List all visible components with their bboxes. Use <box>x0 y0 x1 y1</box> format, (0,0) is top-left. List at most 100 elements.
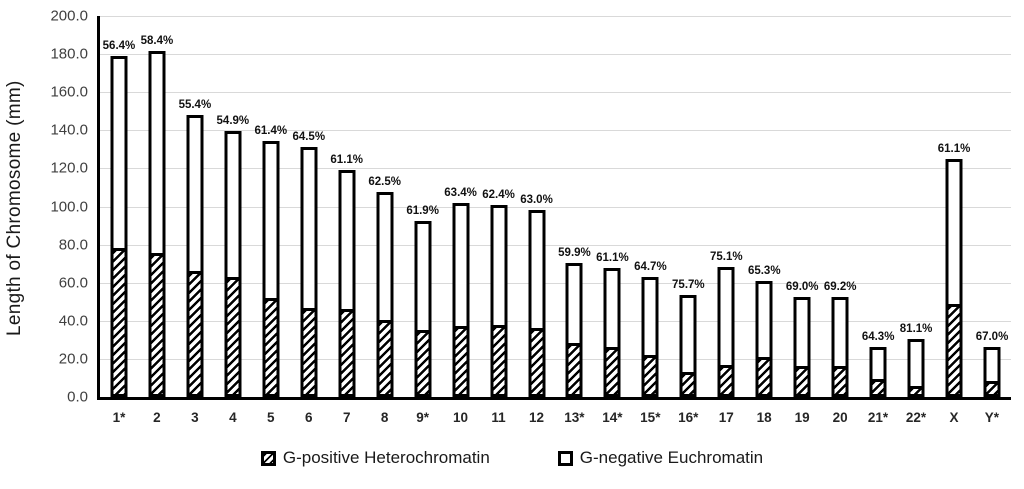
stacked-bar <box>452 202 470 397</box>
x-tick-label: 5 <box>267 410 275 425</box>
bar-segment-heterochromatin <box>493 324 505 394</box>
bar-segment-heterochromatin <box>872 379 884 394</box>
gridline <box>100 130 1011 132</box>
bar-segment-heterochromatin <box>531 327 542 394</box>
bar-slot: 62.5% <box>366 16 404 397</box>
bar-slot: 61.4% <box>252 16 290 397</box>
stacked-bar <box>755 281 773 397</box>
bar-slot: 64.7% <box>631 16 669 397</box>
x-tick-label: 22* <box>905 410 927 425</box>
bar-percent-label: 55.4% <box>178 99 212 112</box>
bar-slot: 61.1% <box>328 16 366 397</box>
stacked-bar <box>262 140 280 397</box>
gridline <box>100 206 1011 208</box>
bar-slot: 63.0% <box>518 16 556 397</box>
bar-percent-label: 63.0% <box>520 194 553 207</box>
bar-segment-heterochromatin <box>568 343 580 394</box>
stacked-bar <box>603 268 621 397</box>
x-tick-label: 11 <box>491 410 506 425</box>
bar-segment-heterochromatin <box>379 320 391 394</box>
stacked-bar <box>641 277 659 397</box>
bar-percent-label: 62.5% <box>368 176 401 189</box>
x-tick-label: 1* <box>112 410 126 425</box>
y-tick-label: 140.0 <box>50 121 88 139</box>
stacked-bar <box>869 347 887 397</box>
gridline <box>100 282 1011 284</box>
y-tick-label: 200.0 <box>50 7 88 25</box>
bar-percent-label: 61.9% <box>406 204 439 217</box>
bar-slot: 64.3% <box>859 16 897 397</box>
bar-percent-label: 54.9% <box>216 115 250 128</box>
y-tick-label: 20.0 <box>58 350 88 368</box>
y-tick-label: 80.0 <box>58 236 88 254</box>
x-tick-label: 16* <box>678 410 699 425</box>
stacked-bar <box>338 170 356 397</box>
bar-segment-heterochromatin <box>682 372 694 394</box>
bar-slot: 69.2% <box>821 16 859 397</box>
stacked-bar <box>300 147 318 397</box>
stacked-bar <box>983 347 1001 397</box>
y-tick-label: 180.0 <box>50 45 88 63</box>
white-square-icon <box>557 450 573 466</box>
bar-segment-heterochromatin <box>910 385 922 394</box>
bar-segment-heterochromatin <box>265 298 277 394</box>
bar-segment-heterochromatin <box>113 248 125 394</box>
bar-percent-label: 56.4% <box>102 40 136 53</box>
y-tick-label: 120.0 <box>50 159 88 177</box>
bar-segment-heterochromatin <box>986 380 998 394</box>
bar-percent-label: 69.0% <box>785 281 819 293</box>
stacked-bar <box>831 297 849 397</box>
y-axis-tick-labels: 0.0 20.0 40.0 60.0 80.0 100.0 120.0 140.0 160.0 1… <box>30 8 92 406</box>
bar-segment-heterochromatin <box>948 304 960 394</box>
bar-segment-heterochromatin <box>303 308 315 394</box>
bar-percent-label: 75.7% <box>672 279 705 292</box>
bar-segment-heterochromatin <box>151 253 163 394</box>
gridline <box>100 168 1011 170</box>
legend-item-euchromatin: G-negative Euchromatin <box>557 448 764 468</box>
bar-slot: 75.7% <box>669 16 707 397</box>
x-tick-label: 2 <box>153 410 161 425</box>
gridline <box>100 320 1011 322</box>
legend: G-positive Heterochromatin G-negative Eu… <box>0 448 1024 468</box>
bar-segment-heterochromatin <box>227 277 239 394</box>
x-tick-label: 17 <box>718 410 734 425</box>
bar-slot: 58.4% <box>138 16 176 397</box>
y-axis-title: Length of Chromosome (mm) <box>4 80 25 336</box>
bar-slot: 61.1% <box>935 16 973 397</box>
bar-percent-label: 61.1% <box>937 142 971 155</box>
bar-percent-label: 63.4% <box>444 186 477 199</box>
bar-percent-label: 67.0% <box>975 331 1009 344</box>
bar-segment-heterochromatin <box>341 308 353 394</box>
stacked-bar <box>224 131 242 397</box>
bar-percent-label: 65.3% <box>747 265 781 278</box>
plot-area: 56.4% 58.4% 55.4% 54.9% 61.4% 64.5% 61.1% 62.5%… <box>97 16 1011 400</box>
bar-slot: 59.9% <box>556 16 594 397</box>
bar-percent-label: 59.9% <box>558 246 591 259</box>
y-tick-label: 100.0 <box>50 198 88 215</box>
bar-slot: 61.1% <box>593 16 631 397</box>
bar-percent-label: 62.4% <box>482 188 515 201</box>
legend-label-euchromatin: G-negative Euchromatin <box>579 448 764 467</box>
x-tick-label: 14* <box>602 410 623 425</box>
bar-slot: 56.4% <box>100 16 138 397</box>
bar-percent-label: 61.1% <box>596 252 629 265</box>
x-tick-label: 10 <box>453 410 469 425</box>
bar-slot: 69.0% <box>783 16 821 397</box>
x-tick-label: 19 <box>794 410 810 425</box>
stacked-bar <box>945 158 963 397</box>
x-tick-label: 13* <box>564 410 585 425</box>
bar-segment-heterochromatin <box>644 354 656 394</box>
bar-percent-label: 64.3% <box>861 331 895 344</box>
bar-slot: 63.4% <box>442 16 480 397</box>
y-tick-label: 0.0 <box>67 388 88 406</box>
bar-segment-heterochromatin <box>834 366 846 394</box>
x-tick-label: 8 <box>380 410 389 425</box>
x-tick-label: 12 <box>528 410 544 425</box>
bar-segment-heterochromatin <box>796 365 808 394</box>
x-tick-label: X <box>949 410 959 425</box>
legend-item-heterochromatin: G-positive Heterochromatin <box>260 448 490 468</box>
stacked-bar <box>565 262 583 397</box>
x-tick-label: 18 <box>756 410 772 425</box>
bar-percent-label: 61.1% <box>330 154 364 167</box>
bar-segment-heterochromatin <box>720 364 732 394</box>
